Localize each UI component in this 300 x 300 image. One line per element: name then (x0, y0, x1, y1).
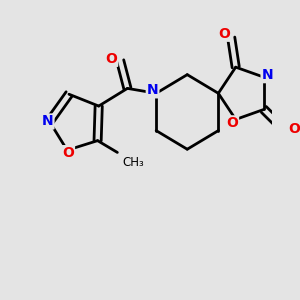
Text: CH₃: CH₃ (123, 156, 145, 170)
Text: O: O (105, 52, 117, 66)
Text: O: O (218, 27, 230, 41)
Text: O: O (226, 116, 238, 130)
Text: O: O (288, 122, 300, 136)
Text: N: N (42, 115, 53, 128)
Text: N: N (147, 83, 158, 97)
Text: N: N (262, 68, 273, 82)
Text: O: O (62, 146, 74, 160)
